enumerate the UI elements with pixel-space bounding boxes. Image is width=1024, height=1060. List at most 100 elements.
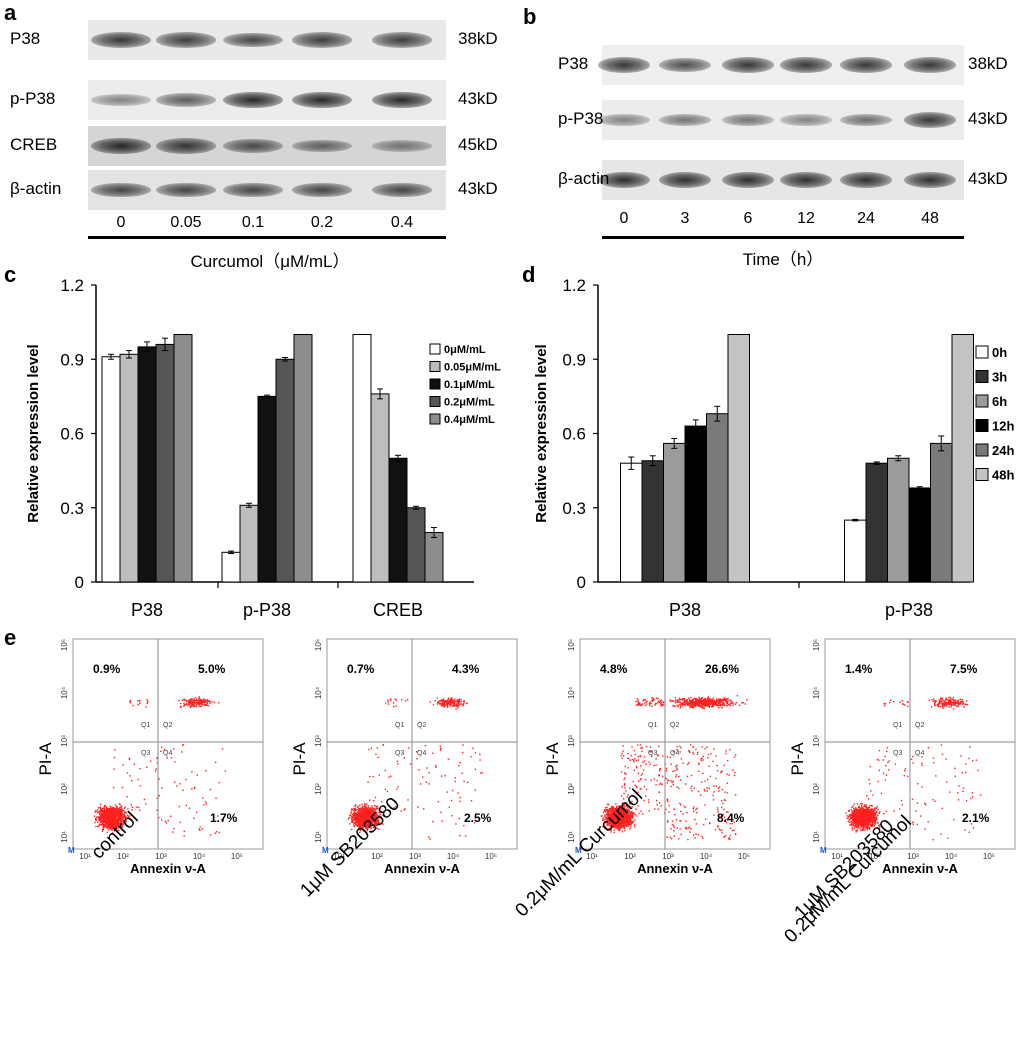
facs-event	[172, 748, 175, 750]
facs-event	[114, 821, 116, 824]
facs-event	[708, 703, 710, 706]
facs-event	[365, 824, 367, 826]
facs-event	[353, 823, 355, 825]
facs-event	[682, 702, 684, 704]
facs-event	[181, 699, 184, 702]
facs-event	[190, 705, 192, 708]
facs-event	[692, 707, 694, 709]
facs-event	[428, 772, 430, 774]
facs-event	[741, 702, 743, 704]
facs-event	[109, 816, 111, 819]
facs-event	[369, 823, 371, 826]
facs-event	[373, 815, 375, 817]
facs-event	[110, 810, 113, 812]
blot-row-label: p-P38	[10, 89, 56, 108]
facs-event	[214, 832, 216, 834]
facs-event	[118, 803, 121, 805]
facs-event	[463, 702, 465, 705]
facs-event	[679, 707, 682, 709]
facs-event	[668, 804, 670, 807]
facs-event	[101, 823, 103, 826]
facs-event	[370, 823, 373, 826]
blot-band	[904, 57, 956, 73]
facs-event	[359, 831, 361, 834]
facs-event	[652, 699, 655, 702]
facs-event	[354, 816, 356, 818]
facs-event	[147, 701, 149, 703]
facs-event	[206, 704, 209, 706]
facs-event	[120, 821, 122, 824]
blot-band	[840, 57, 892, 73]
facs-event	[173, 827, 175, 830]
x-tick-label: 10¹	[79, 852, 91, 861]
facs-event	[626, 805, 628, 807]
legend-label: 0.4μM/mL	[444, 414, 495, 426]
facs-event	[460, 700, 462, 703]
facs-event	[692, 834, 695, 836]
facs-event	[686, 701, 689, 704]
facs-event	[100, 816, 102, 818]
facs-event	[456, 703, 458, 705]
facs-event	[610, 829, 612, 832]
facs-event	[199, 829, 201, 831]
facs-event	[680, 747, 682, 749]
facs-event	[723, 764, 725, 767]
facs-event	[387, 701, 389, 703]
facs-event	[355, 804, 357, 806]
facs-event	[650, 702, 652, 705]
facs-event	[730, 700, 732, 702]
facs-event	[203, 698, 205, 700]
facs-event	[728, 837, 730, 839]
q1-percent: 0.7%	[347, 662, 375, 676]
blot-band	[156, 138, 216, 154]
facs-event	[717, 809, 719, 811]
facs-event	[113, 828, 115, 830]
bar	[370, 393, 390, 583]
facs-event	[376, 823, 378, 825]
facs-event	[451, 702, 454, 704]
facs-event	[711, 699, 714, 702]
facs-event	[191, 702, 194, 705]
facs-event	[215, 831, 218, 833]
facs-event	[359, 826, 362, 828]
facs-event	[719, 704, 722, 706]
facs-event	[684, 827, 687, 829]
facs-event	[666, 756, 669, 758]
facs-event	[359, 818, 362, 821]
facs-event	[681, 698, 683, 700]
facs-event	[718, 701, 721, 704]
facs-event	[624, 808, 626, 810]
facs-event	[172, 831, 174, 833]
facs-event	[439, 700, 442, 702]
facs-event	[115, 818, 117, 821]
facs-event	[357, 818, 359, 820]
facs-event	[454, 698, 456, 700]
facs-event	[624, 819, 626, 822]
blot-band	[904, 171, 956, 189]
facs-event	[731, 702, 733, 704]
facs-event	[370, 827, 372, 829]
facs-event	[369, 811, 372, 813]
facs-event	[128, 757, 130, 760]
facs-event	[143, 798, 146, 801]
y-tick-label: 0	[75, 573, 84, 592]
facs-event	[610, 821, 612, 823]
facs-event	[146, 700, 149, 703]
facs-event	[366, 828, 368, 830]
facs-event	[609, 821, 611, 823]
facs-event	[655, 703, 657, 705]
facs-event	[625, 815, 628, 817]
facs-event	[127, 808, 129, 810]
facs-event	[719, 698, 721, 700]
facs-events	[347, 697, 483, 840]
facs-event	[713, 700, 716, 702]
facs-event	[609, 810, 612, 812]
facs-event	[609, 828, 612, 831]
facs-event	[462, 751, 464, 754]
facs-event	[722, 698, 724, 701]
facs-event	[374, 823, 377, 825]
facs-event	[697, 702, 699, 704]
facs-event	[183, 830, 185, 833]
facs-event	[167, 819, 169, 822]
